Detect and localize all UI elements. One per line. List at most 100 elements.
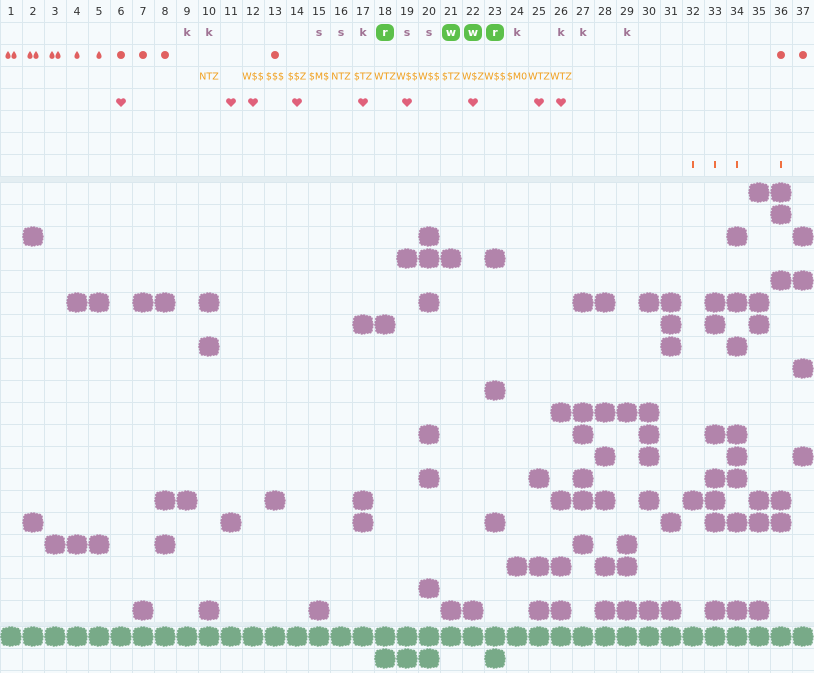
green-blob bbox=[396, 648, 418, 669]
letter-highlight bbox=[486, 24, 504, 41]
green-blob bbox=[22, 626, 44, 647]
purple-blob bbox=[594, 556, 616, 577]
green-blob bbox=[154, 626, 176, 647]
column-number: 35 bbox=[752, 5, 766, 18]
green-blob bbox=[88, 626, 110, 647]
column-number: 23 bbox=[488, 5, 502, 18]
column-number: 25 bbox=[532, 5, 546, 18]
heart-icon bbox=[534, 98, 544, 107]
purple-blob bbox=[660, 314, 682, 335]
column-number: 5 bbox=[96, 5, 103, 18]
green-blob bbox=[682, 626, 704, 647]
column-number: 24 bbox=[510, 5, 524, 18]
purple-blob bbox=[264, 490, 286, 511]
column-number: 22 bbox=[466, 5, 480, 18]
column-number: 6 bbox=[118, 5, 125, 18]
letter-marker: k bbox=[513, 26, 521, 39]
column-number: 9 bbox=[184, 5, 191, 18]
letter-marker: r bbox=[492, 26, 498, 39]
column-number: 26 bbox=[554, 5, 568, 18]
green-blob bbox=[572, 626, 594, 647]
purple-blob bbox=[308, 600, 330, 621]
green-blob bbox=[66, 626, 88, 647]
column-number: 19 bbox=[400, 5, 414, 18]
purple-blob bbox=[792, 358, 814, 379]
purple-blob bbox=[66, 292, 88, 313]
purple-blob bbox=[418, 292, 440, 313]
purple-blob bbox=[198, 600, 220, 621]
dot-icon bbox=[139, 51, 147, 59]
column-number: 33 bbox=[708, 5, 722, 18]
green-blob bbox=[484, 626, 506, 647]
heart-icon bbox=[468, 98, 478, 107]
green-blob bbox=[286, 626, 308, 647]
purple-blob bbox=[638, 424, 660, 445]
purple-blob bbox=[726, 424, 748, 445]
column-number: 20 bbox=[422, 5, 436, 18]
tick-icon bbox=[714, 161, 716, 168]
purple-blob bbox=[616, 600, 638, 621]
purple-blob bbox=[154, 292, 176, 313]
green-blob bbox=[220, 626, 242, 647]
purple-blob bbox=[374, 314, 396, 335]
drop-icon bbox=[49, 51, 55, 59]
purple-blob bbox=[418, 248, 440, 269]
separator bbox=[0, 177, 814, 182]
purple-blob bbox=[132, 600, 154, 621]
drop-icon bbox=[55, 51, 61, 59]
purple-blob bbox=[726, 446, 748, 467]
purple-blob bbox=[594, 292, 616, 313]
purple-blob bbox=[440, 248, 462, 269]
purple-blob bbox=[154, 534, 176, 555]
tick-icon bbox=[780, 161, 782, 168]
green-blob bbox=[374, 648, 396, 669]
purple-blob bbox=[550, 402, 572, 423]
purple-blob bbox=[704, 468, 726, 489]
purple-blob bbox=[198, 336, 220, 357]
drop-icon bbox=[11, 51, 17, 59]
purple-blob bbox=[682, 490, 704, 511]
purple-blob bbox=[220, 512, 242, 533]
dot-icon bbox=[271, 51, 279, 59]
green-blob bbox=[396, 626, 418, 647]
purple-blob bbox=[748, 314, 770, 335]
heart-icon bbox=[226, 98, 236, 107]
green-blob bbox=[44, 626, 66, 647]
purple-blob bbox=[770, 182, 792, 203]
green-blob bbox=[792, 626, 814, 647]
purple-blob bbox=[572, 424, 594, 445]
purple-blob bbox=[748, 600, 770, 621]
code-label: WTZ bbox=[528, 72, 550, 83]
column-number: 28 bbox=[598, 5, 612, 18]
purple-blob bbox=[462, 600, 484, 621]
purple-blob bbox=[88, 534, 110, 555]
purple-blob bbox=[594, 446, 616, 467]
purple-blob bbox=[616, 556, 638, 577]
letter-highlight bbox=[376, 24, 394, 41]
column-number: 31 bbox=[664, 5, 678, 18]
code-label: W$$ bbox=[396, 72, 417, 83]
purple-blob bbox=[704, 600, 726, 621]
purple-blob bbox=[726, 336, 748, 357]
purple-blob bbox=[594, 600, 616, 621]
purple-blob bbox=[484, 248, 506, 269]
green-blob bbox=[132, 626, 154, 647]
column-number: 37 bbox=[796, 5, 810, 18]
purple-blob bbox=[440, 600, 462, 621]
purple-blob bbox=[198, 292, 220, 313]
purple-blob bbox=[748, 490, 770, 511]
code-label: W$$ bbox=[418, 72, 439, 83]
purple-blob bbox=[638, 446, 660, 467]
tick-icon bbox=[692, 161, 694, 168]
letter-marker: w bbox=[446, 26, 456, 39]
purple-blob bbox=[594, 402, 616, 423]
purple-blob bbox=[726, 226, 748, 247]
purple-blob bbox=[704, 292, 726, 313]
green-blob bbox=[594, 626, 616, 647]
code-label: $M0 bbox=[507, 72, 527, 83]
letter-marker: s bbox=[316, 26, 323, 39]
purple-blob bbox=[726, 292, 748, 313]
purple-blob bbox=[748, 292, 770, 313]
column-number: 30 bbox=[642, 5, 656, 18]
